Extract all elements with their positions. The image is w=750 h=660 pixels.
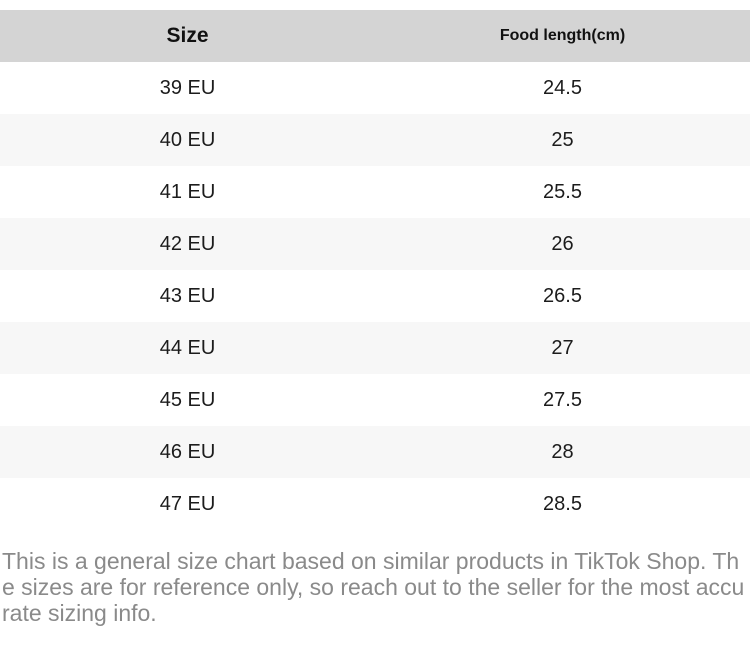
food-length-cell: 27	[551, 336, 574, 359]
table-row: 39 EU 24.5	[0, 62, 750, 114]
table-row: 47 EU 28.5	[0, 478, 750, 530]
food-length-cell: 28.5	[543, 492, 582, 515]
table-row: 43 EU 26.5	[0, 270, 750, 322]
table-row: 42 EU 26	[0, 218, 750, 270]
food-length-cell: 26	[551, 232, 574, 255]
size-cell: 47 EU	[159, 492, 216, 515]
table-row: 46 EU 28	[0, 426, 750, 478]
size-cell: 44 EU	[159, 336, 216, 359]
table-row: 45 EU 27.5	[0, 374, 750, 426]
size-cell: 41 EU	[159, 180, 216, 203]
size-cell: 45 EU	[159, 388, 216, 411]
size-cell: 43 EU	[159, 284, 216, 307]
table-row: 40 EU 25	[0, 114, 750, 166]
size-cell: 42 EU	[159, 232, 216, 255]
table-body: 39 EU 24.5 40 EU 25 41 EU 25.5 42 EU 26 43 EU 26.…	[0, 62, 750, 530]
column-header-food-length: Food length(cm)	[499, 27, 626, 44]
food-length-cell: 26.5	[543, 284, 582, 307]
food-length-cell: 27.5	[543, 388, 582, 411]
table-row: 44 EU 27	[0, 322, 750, 374]
table-header-row: Size Food length(cm)	[0, 10, 750, 62]
size-cell: 40 EU	[159, 128, 216, 151]
food-length-cell: 25.5	[543, 180, 582, 203]
food-length-cell: 24.5	[543, 76, 582, 99]
food-length-cell: 25	[551, 128, 574, 151]
table-row: 41 EU 25.5	[0, 166, 750, 218]
size-cell: 39 EU	[159, 76, 216, 99]
size-chart-table: Size Food length(cm) 39 EU 24.5 40 EU 25 41 …	[0, 10, 750, 530]
column-header-size: Size	[166, 24, 209, 47]
disclaimer-text: This is a general size chart based on si…	[2, 548, 745, 626]
food-length-cell: 28	[551, 440, 574, 463]
size-cell: 46 EU	[159, 440, 216, 463]
